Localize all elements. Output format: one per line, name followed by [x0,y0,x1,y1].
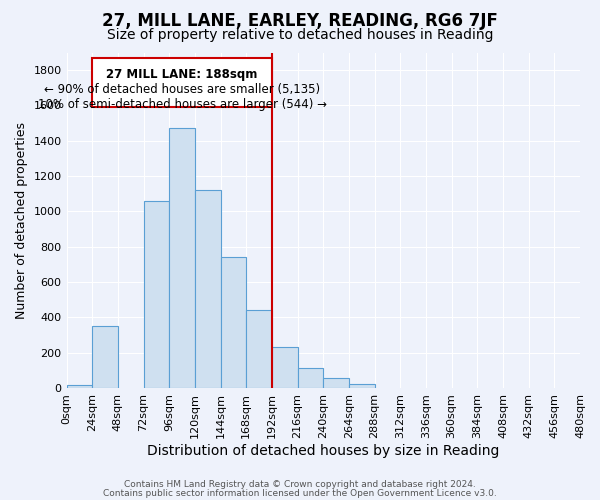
Bar [323,378,349,388]
Text: Size of property relative to detached houses in Reading: Size of property relative to detached ho… [107,28,493,42]
Bar [143,201,169,388]
Text: ← 90% of detached houses are smaller (5,135): ← 90% of detached houses are smaller (5,… [44,82,320,96]
Y-axis label: Number of detached properties: Number of detached properties [15,122,28,318]
Text: 10% of semi-detached houses are larger (544) →: 10% of semi-detached houses are larger (… [38,98,326,110]
Bar [67,386,92,388]
Text: 27, MILL LANE, EARLEY, READING, RG6 7JF: 27, MILL LANE, EARLEY, READING, RG6 7JF [102,12,498,30]
Bar [169,128,195,388]
Bar [92,326,118,388]
Bar [272,348,298,388]
Bar [92,58,272,107]
Text: 27 MILL LANE: 188sqm: 27 MILL LANE: 188sqm [106,68,258,80]
Bar [221,258,246,388]
Text: Contains HM Land Registry data © Crown copyright and database right 2024.: Contains HM Land Registry data © Crown c… [124,480,476,489]
Bar [298,368,323,388]
Bar [349,384,374,388]
X-axis label: Distribution of detached houses by size in Reading: Distribution of detached houses by size … [147,444,499,458]
Text: Contains public sector information licensed under the Open Government Licence v3: Contains public sector information licen… [103,488,497,498]
Bar [195,190,221,388]
Bar [246,310,272,388]
